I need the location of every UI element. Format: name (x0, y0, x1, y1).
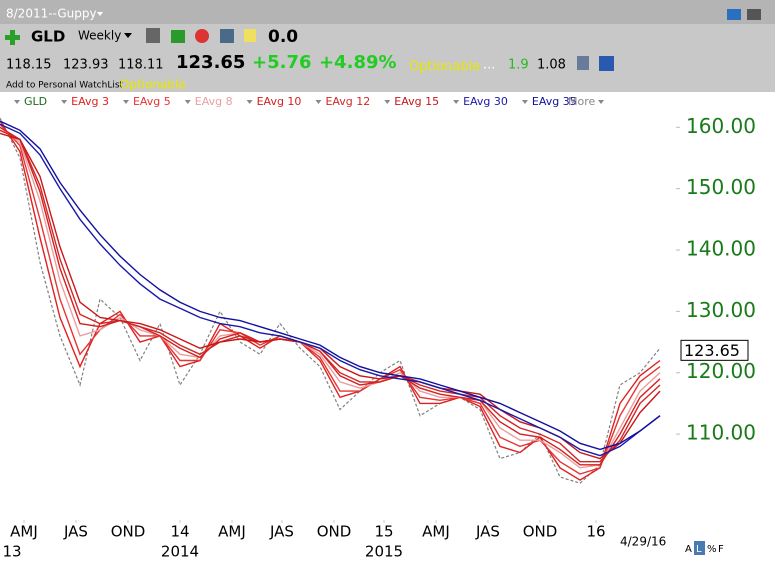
y-tick-label: 160.00 (686, 114, 756, 138)
legend-arrow (184, 100, 191, 104)
scale-mode[interactable]: L (696, 544, 702, 555)
tool-icon[interactable] (146, 28, 160, 43)
series-line (0, 126, 661, 469)
change: +5.76 (252, 52, 312, 73)
optionable: Optionable (409, 60, 480, 75)
legend-arrow (122, 100, 129, 104)
last-value-label: 123.65 (684, 341, 740, 360)
x-tick-label: AMJ (218, 523, 246, 541)
series-line (0, 132, 661, 460)
grid-icon[interactable] (220, 29, 234, 43)
year-label: 2014 (161, 543, 199, 561)
legend-arrow (384, 100, 391, 104)
legend-entry[interactable]: EAvg 5 (133, 95, 171, 108)
series-line (0, 123, 661, 457)
legend-entry[interactable]: EAvg 35 (532, 95, 577, 108)
dropdown-arrow[interactable] (598, 100, 604, 104)
layout-name[interactable]: 8/2011--Guppy (6, 7, 97, 21)
x-tick-label: AMJ (422, 523, 450, 541)
series-line (0, 117, 661, 484)
year-label: 13 (2, 543, 21, 561)
legend-entry[interactable]: EAvg 12 (325, 95, 370, 108)
scale-mode[interactable]: % (707, 544, 717, 555)
legend-arrow (315, 100, 322, 104)
x-tick-label: JAS (63, 523, 88, 541)
series-line (0, 120, 661, 481)
dropdown-arrow[interactable] (97, 12, 103, 16)
legend: GLD EAvg 3 EAvg 5 EAvg 8 EAvg 10 EAvg 12 EAvg … (14, 95, 577, 108)
legend-entry[interactable]: EAvg 15 (394, 95, 439, 108)
icon-t[interactable] (747, 9, 761, 20)
x-tick-label: 15 (374, 523, 393, 541)
x-tick-label: OND (523, 523, 558, 541)
x-tick-label: OND (111, 523, 146, 541)
high: 123.93 (63, 58, 109, 73)
x-tick-label: JAS (269, 523, 294, 541)
last: 123.65 (176, 52, 245, 73)
bar-icon[interactable] (171, 30, 185, 43)
change-pct: +4.89% (319, 52, 397, 73)
note-icon[interactable] (244, 29, 256, 42)
y-tick-label: 110.00 (686, 421, 756, 445)
plot: 110.00 120.00 130.00 140.00 150.00 160.00 AMJ J… (0, 114, 756, 561)
legend-entry[interactable]: EAvg 10 (257, 95, 302, 108)
low: 118.11 (118, 58, 164, 73)
dots: ... (483, 58, 495, 73)
dropdown-arrow[interactable] (124, 33, 132, 38)
x-tick-label: JAS (475, 523, 500, 541)
legend-entry[interactable]: EAvg 8 (195, 95, 233, 108)
icon-s[interactable] (727, 9, 741, 20)
interval[interactable]: Weekly (78, 29, 121, 43)
add-icon[interactable] (5, 30, 20, 45)
year-label: 2015 (365, 543, 403, 561)
legend-entry[interactable]: EAvg 3 (71, 95, 109, 108)
save-icon[interactable] (599, 56, 614, 71)
legend-entry[interactable]: GLD (24, 95, 47, 108)
watchlist-link[interactable]: Add to Personal WatchList (6, 81, 124, 91)
x-tick-label: 16 (586, 523, 605, 541)
y-tick-label: 150.00 (686, 175, 756, 199)
y-tick-label: 130.00 (686, 298, 756, 322)
series-line (0, 126, 661, 466)
last-value-box (680, 339, 749, 361)
date-label: 4/29/16 (620, 535, 666, 549)
y-tick-label: 120.00 (686, 359, 756, 383)
x-tick-label: AMJ (10, 523, 38, 541)
legend-arrow (14, 100, 20, 104)
scale-mode[interactable]: F (718, 544, 724, 555)
symbol[interactable]: GLD (31, 28, 65, 46)
change-field: 0.0 (268, 27, 298, 47)
y-tick-label: 140.00 (686, 237, 756, 261)
legend-arrow (453, 100, 460, 104)
title-bar (0, 0, 775, 24)
scale-mode[interactable]: A (685, 544, 692, 555)
legend-arrow (521, 100, 528, 104)
alarm-icon[interactable] (195, 29, 209, 43)
legend-arrow (61, 100, 68, 104)
series-line (0, 120, 661, 451)
series-line (0, 129, 661, 463)
legend-arrow (246, 100, 253, 104)
legend-entry[interactable]: EAvg 30 (463, 95, 508, 108)
open: 118.15 (6, 58, 52, 73)
x-tick-label: OND (317, 523, 352, 541)
field-b: 1.08 (537, 58, 566, 73)
stack-icon[interactable] (577, 56, 589, 70)
optionable-2: Optionable (120, 78, 186, 92)
scale-mode-bg (694, 541, 705, 555)
x-tick-label: 14 (170, 523, 189, 541)
more[interactable]: More (568, 95, 596, 108)
series-line (0, 123, 661, 475)
field-a: 1.9 (508, 58, 529, 73)
